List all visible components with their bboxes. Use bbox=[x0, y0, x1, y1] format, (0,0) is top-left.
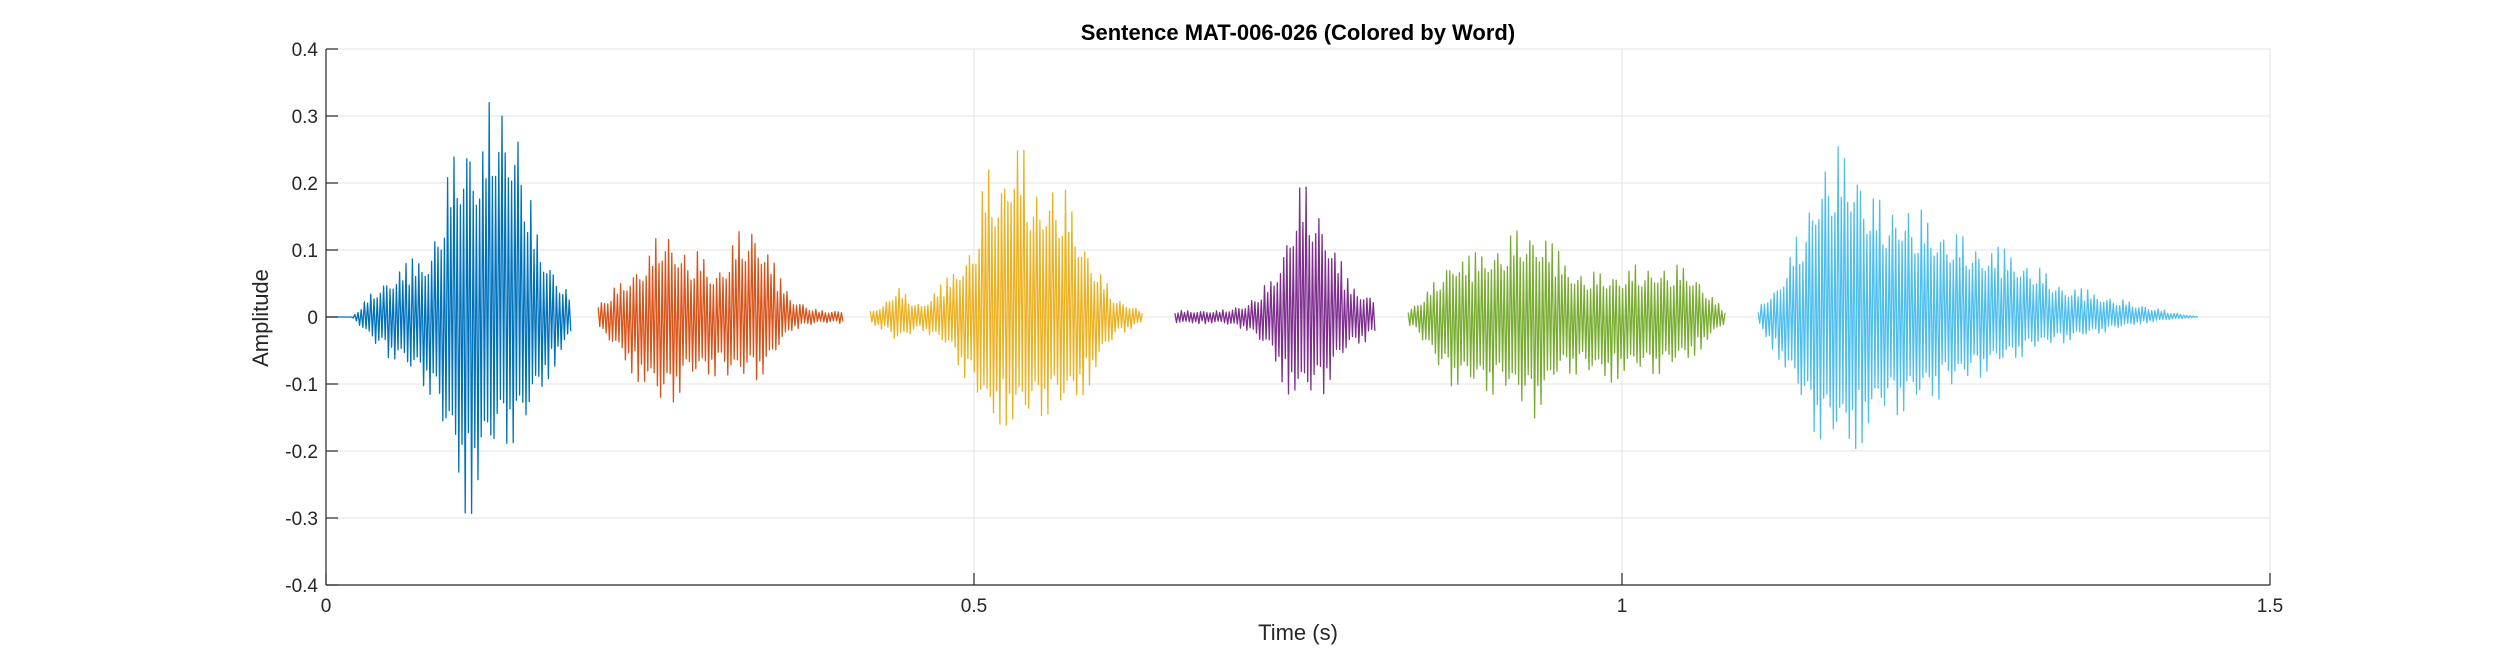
waveform-series-6 bbox=[1757, 146, 2199, 450]
waveform-series-4 bbox=[1174, 186, 1376, 395]
x-axis-label: Time (s) bbox=[1258, 620, 1338, 645]
tick-labels: -0.4 -0.3 -0.2 -0.1 0 0.1 0.2 0.3 0.4 0 0.5 1 1.5 bbox=[285, 40, 2283, 617]
waveform-series-1 bbox=[326, 101, 572, 515]
y-tick-label: 0.3 bbox=[292, 107, 318, 128]
y-axis-label: Amplitude bbox=[248, 269, 273, 367]
chart-title: Sentence MAT-006-026 (Colored by Word) bbox=[1081, 20, 1515, 45]
x-tick-label: 0.5 bbox=[961, 596, 987, 617]
axes bbox=[325, 48, 2271, 586]
y-tick-label: -0.3 bbox=[285, 509, 318, 530]
y-tick-label: -0.2 bbox=[285, 442, 318, 463]
x-tick-label: 0 bbox=[321, 596, 332, 617]
y-tick-label: 0.1 bbox=[292, 241, 318, 262]
y-tick-label: 0.4 bbox=[292, 40, 319, 61]
y-tick-label: 0 bbox=[307, 308, 318, 329]
waveform-series-3 bbox=[869, 149, 1143, 426]
waveform-series-2 bbox=[597, 231, 844, 403]
y-tick-label: -0.4 bbox=[285, 576, 318, 597]
y-tick-label: 0.2 bbox=[292, 174, 318, 195]
x-tick-label: 1 bbox=[1617, 596, 1628, 617]
y-tick-label: -0.1 bbox=[285, 375, 318, 396]
series-layer bbox=[326, 101, 2199, 515]
waveform-series-5 bbox=[1407, 230, 1726, 419]
x-tick-label: 1.5 bbox=[2257, 596, 2283, 617]
